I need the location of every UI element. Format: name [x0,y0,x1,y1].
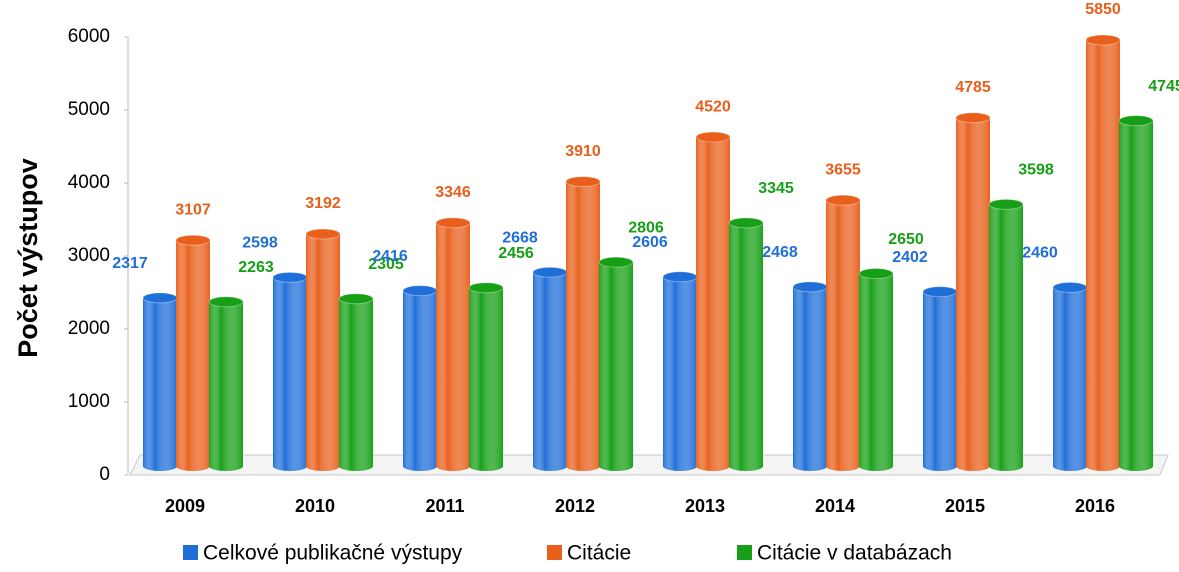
legend-swatch [547,545,562,560]
data-label: 2456 [498,245,534,262]
x-tick-label: 2011 [425,496,464,516]
bar-shade [209,301,243,471]
bar-cap [272,271,308,283]
bar-cap [468,282,504,294]
y-axis-label: Počet výstupov [13,158,43,358]
bar-shade [599,262,633,471]
y-tick-label: 0 [99,464,110,485]
bar-cap [858,268,894,280]
data-label: 2402 [892,249,928,266]
data-label: 3598 [1018,162,1054,179]
bar-shade [339,298,373,471]
bar-shade [1053,287,1087,471]
y-tick-label: 2000 [68,318,110,339]
data-label: 2263 [238,259,274,276]
bar-cap [532,266,568,278]
x-tick-label: 2015 [945,496,985,516]
bar-cap [728,217,764,229]
data-label: 2668 [502,229,538,246]
bar-cap [305,228,341,240]
bar-shade [696,137,730,472]
bar-cap [1052,281,1088,293]
bar-cap [988,198,1024,210]
x-tick-label: 2013 [685,496,725,516]
bar-shade [859,273,893,471]
y-tick-label: 6000 [68,26,110,47]
data-label: 3345 [758,180,794,197]
bar-cap [1085,34,1121,46]
x-tick-label: 2014 [815,496,855,516]
legend-swatch [183,545,198,560]
data-label: 4785 [955,79,991,96]
x-tick-label: 2012 [555,496,595,516]
bar-cap [955,112,991,124]
data-label: 2468 [762,244,798,261]
bar-cap [825,194,861,206]
bar-shade [533,272,567,471]
bar-cap [922,286,958,298]
bar-shade [176,240,210,471]
bar-shade [436,222,470,471]
bar-shade [143,297,177,471]
bar-shade [306,233,340,471]
bar-shade [663,276,697,471]
data-label: 5850 [1085,1,1121,18]
bar-cap [435,217,471,229]
data-label: 4520 [695,98,731,115]
bar-cap [208,296,244,308]
bar-shade [403,290,437,471]
data-label: 2806 [628,219,664,236]
data-label: 3346 [435,184,471,201]
data-label: 3655 [825,161,861,178]
bar-cap [695,131,731,143]
bar-shade [729,222,763,471]
bar-shade [1086,39,1120,471]
y-tick-label: 5000 [68,99,110,120]
data-label: 2460 [1022,245,1058,262]
data-label: 4745 [1148,78,1179,95]
bar-shade [469,287,503,471]
x-tick-label: 2009 [165,496,205,516]
legend-swatch [737,545,752,560]
data-label: 3107 [175,201,211,218]
bar-shade [989,204,1023,471]
bar-cap [402,285,438,297]
legend-label: Citácie v databázach [757,542,952,565]
bar-shade [1119,120,1153,472]
bar-cap [175,234,211,246]
bar-shade [566,181,600,471]
bar-shade [793,286,827,471]
bar-shade [956,117,990,471]
data-label: 3192 [305,195,341,212]
data-label: 2305 [368,256,404,273]
bar-cap [142,292,178,304]
data-label: 2416 [372,248,408,265]
bar-shade [923,291,957,471]
bar-cap [338,293,374,305]
data-label: 2650 [888,231,924,248]
legend-label: Celkové publikačné výstupy [203,542,463,565]
y-tick-label: 1000 [68,391,110,412]
bar-shade [273,277,307,471]
x-tick-label: 2010 [295,496,335,516]
bar-cap [565,176,601,188]
bar-cap [598,256,634,268]
data-label: 2606 [632,234,668,251]
y-tick-label: 3000 [68,245,110,266]
data-label: 2598 [242,235,278,252]
legend-label: Citácie [567,542,631,565]
bar-shade [826,200,860,471]
bar-cap [1118,115,1154,127]
bar-cap [662,271,698,283]
y-tick-label: 4000 [68,172,110,193]
bar-cap [792,281,828,293]
data-label: 2317 [112,255,148,272]
x-tick-label: 2016 [1075,496,1115,516]
data-label: 3910 [565,143,601,160]
